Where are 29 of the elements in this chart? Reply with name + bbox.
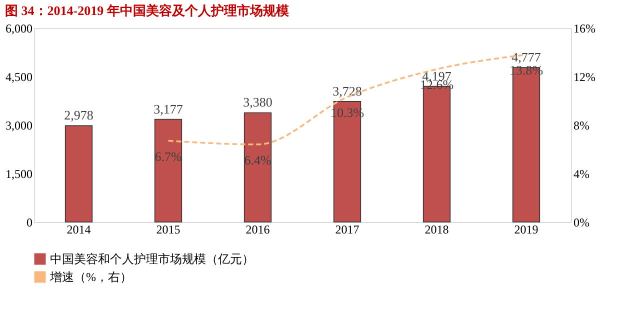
y-tick-label: 3,000 bbox=[6, 118, 32, 132]
legend-label: 增速（%，右） bbox=[49, 270, 132, 284]
data-label: 2,978 bbox=[64, 108, 94, 123]
chart-title: 图 34：2014-2019 年中国美容及个人护理市场规模 bbox=[5, 3, 289, 18]
data-label: 6.7% bbox=[154, 148, 182, 164]
data-label: 3,728 bbox=[332, 83, 362, 98]
y2-tick-label: 0% bbox=[574, 216, 590, 230]
y-tick-label: 6,000 bbox=[6, 22, 32, 36]
x-tick-label: 2015 bbox=[156, 222, 180, 236]
data-label: 3,380 bbox=[243, 94, 272, 110]
x-tick-label: 2019 bbox=[514, 222, 538, 236]
bar bbox=[64, 125, 93, 222]
y-tick-label: 0 bbox=[26, 216, 32, 230]
data-label: 4,777 bbox=[512, 50, 542, 65]
x-tick-label: 2014 bbox=[66, 222, 91, 236]
bar bbox=[244, 112, 272, 222]
y-tick-label: 4,500 bbox=[6, 70, 32, 84]
y-tick-label: 1,500 bbox=[6, 167, 32, 181]
data-label: 3,177 bbox=[154, 101, 184, 116]
y2-tick-label: 4% bbox=[574, 167, 590, 181]
y2-tick-label: 16% bbox=[574, 22, 596, 36]
y2-tick-label: 12% bbox=[574, 70, 596, 84]
x-tick-label: 2018 bbox=[424, 222, 449, 236]
x-tick-label: 2017 bbox=[335, 222, 360, 236]
bar bbox=[154, 118, 182, 222]
data-label: 6.4% bbox=[244, 152, 272, 168]
y2-tick-label: 8% bbox=[574, 118, 590, 132]
legend-label: 中国美容和个人护理市场规模（亿元） bbox=[50, 252, 254, 266]
x-tick-label: 2016 bbox=[246, 222, 270, 236]
